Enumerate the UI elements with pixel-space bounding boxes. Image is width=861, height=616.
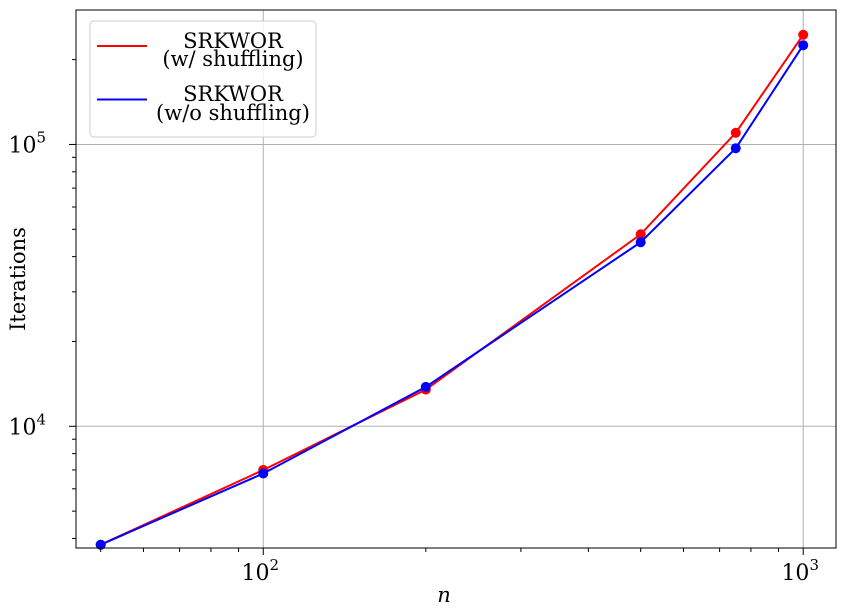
legend-box — [89, 20, 317, 138]
y-tick-exponent: 4 — [36, 410, 46, 428]
legend-label-2: SRKWOR — [183, 82, 284, 106]
series-1-point — [635, 229, 646, 240]
grid-lines — [76, 10, 836, 548]
y-tick-base: 10 — [8, 415, 36, 440]
series-line-1 — [100, 34, 805, 546]
x-tick-exponent: 2 — [269, 556, 279, 574]
legend-label-1: (w/ shuffling) — [162, 47, 303, 71]
legend-label-2: (w/o shuffling) — [156, 101, 310, 125]
series-2-point — [258, 468, 269, 479]
y-tick-base: 10 — [8, 133, 36, 158]
plot-frame — [75, 9, 837, 549]
series-2-point — [798, 40, 809, 51]
x-tick-label: 102 — [241, 556, 279, 586]
x-axis-label: n — [437, 583, 451, 607]
x-tick-base: 10 — [781, 561, 809, 586]
series-layer — [95, 29, 809, 550]
y-tick-label: 105 — [8, 128, 46, 158]
x-tick-base: 10 — [241, 561, 269, 586]
series-2-point — [420, 381, 431, 392]
y-tick-label: 104 — [8, 410, 46, 440]
series-line-2 — [100, 44, 805, 546]
y-axis-label: Iterations — [6, 227, 30, 331]
y-tick-exponent: 5 — [36, 128, 46, 146]
series-1-point — [798, 29, 809, 40]
series-1-point — [730, 127, 741, 138]
series-2-point — [95, 539, 106, 550]
series-2-point — [635, 237, 646, 248]
legend-label-1: SRKWOR — [183, 29, 284, 53]
x-tick-exponent: 3 — [809, 556, 819, 574]
series-2-point — [730, 143, 741, 154]
legend: SRKWOR(w/ shuffling)SRKWOR(w/o shuffling… — [89, 20, 317, 138]
x-tick-label: 103 — [781, 556, 819, 586]
